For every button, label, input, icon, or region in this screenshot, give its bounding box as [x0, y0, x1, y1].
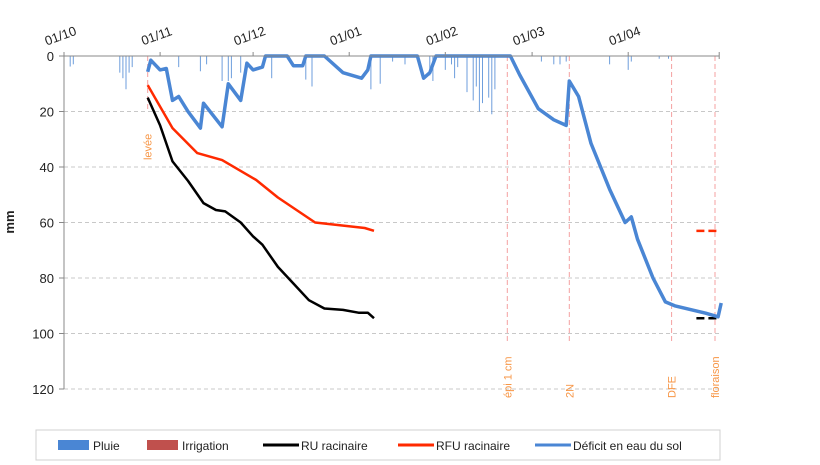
y-tick-label: 20 [40, 105, 54, 120]
stage-label: levée [143, 134, 155, 160]
stage-label: floraison [710, 356, 722, 398]
stage-label: 2N [564, 384, 576, 398]
rfu-line [146, 84, 375, 232]
x-tick-label: 01/12 [232, 23, 268, 48]
y-tick-label: 120 [32, 382, 54, 397]
y-tick-label: 40 [40, 160, 54, 175]
y-tick-label: 0 [47, 49, 54, 64]
legend-swatch [58, 440, 89, 450]
y-tick-label: 60 [40, 216, 54, 231]
x-tick-label: 01/03 [511, 23, 547, 48]
legend-label: Pluie [93, 439, 120, 453]
legend-label: Irrigation [182, 439, 229, 453]
y-tick-label: 100 [32, 327, 54, 342]
ru-line [146, 97, 375, 320]
y-axis-label: mm [2, 210, 17, 233]
x-tick-label: 01/04 [607, 23, 643, 48]
deficit-line [146, 54, 723, 319]
x-tick-label: 01/01 [328, 23, 364, 48]
legend-label: Déficit en eau du sol [573, 439, 682, 453]
x-tick-label: 01/10 [43, 23, 79, 48]
legend-swatch [147, 440, 178, 450]
stage-label: épi 1 cm [502, 356, 514, 398]
x-tick-label: 01/11 [139, 23, 174, 48]
y-tick-label: 80 [40, 271, 54, 286]
legend-label: RU racinaire [301, 439, 368, 453]
x-tick-label: 01/02 [424, 23, 460, 48]
stage-label: DFE [667, 376, 679, 398]
legend-label: RFU racinaire [436, 439, 510, 453]
